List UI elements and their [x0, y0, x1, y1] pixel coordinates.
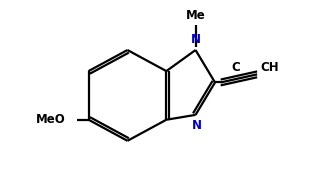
Text: Me: Me: [186, 10, 205, 22]
Text: N: N: [192, 119, 202, 132]
Text: MeO: MeO: [36, 113, 66, 126]
Text: CH: CH: [260, 61, 279, 74]
Text: N: N: [191, 33, 201, 46]
Text: C: C: [232, 61, 240, 74]
